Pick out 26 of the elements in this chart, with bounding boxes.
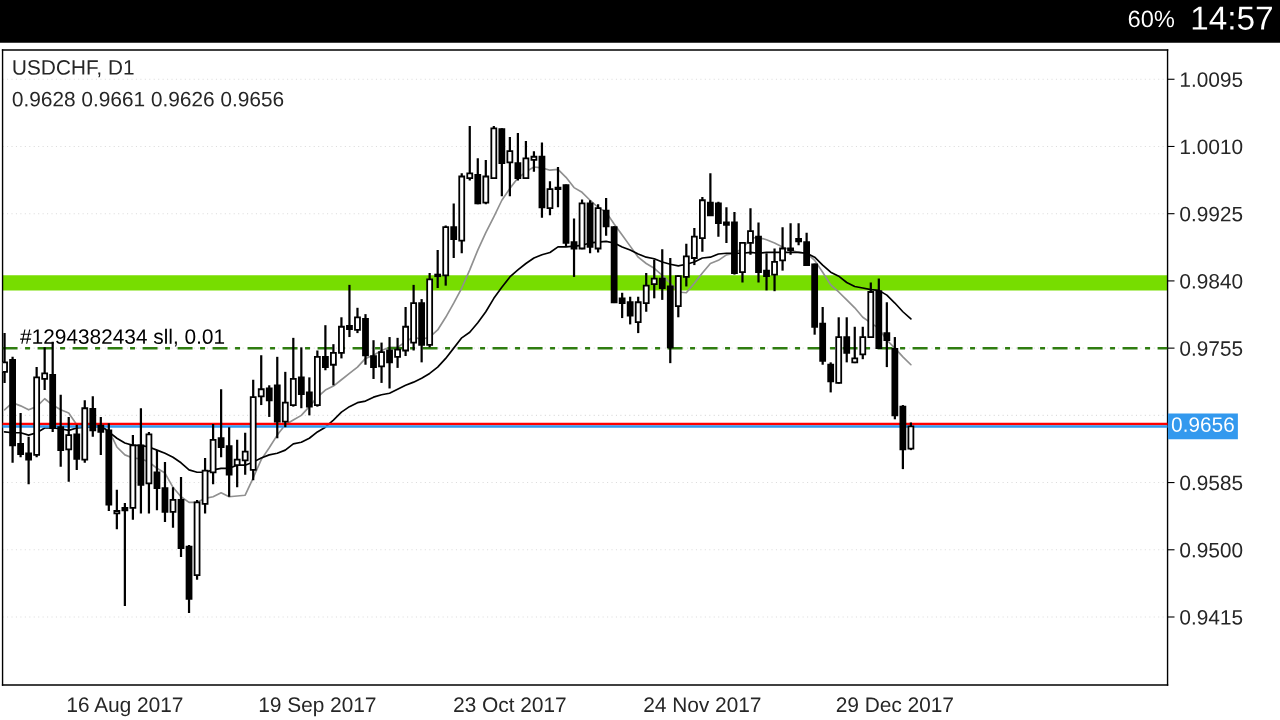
candlestick [522,139,530,181]
y-tick-label: 0.9840 [1180,273,1243,289]
candlestick [530,150,538,173]
candlestick [546,180,554,217]
y-tick-label: 0.9755 [1180,341,1243,356]
text: 0.9628 0.9661 0.9626 0.9656 [12,91,284,107]
candlestick [554,165,562,209]
candlestick [161,460,169,524]
y-tick-label: 1.0010 [1180,139,1243,155]
candlestick [851,325,859,365]
text: 60% [1128,10,1175,28]
y-tick-label: 0.9925 [1180,206,1243,222]
x-tick-label: 23 Oct 2017 [454,697,566,713]
x-tick-label: 29 Dec 2017 [836,697,953,713]
ref-line-label: 0.9656 [1171,417,1234,433]
chart-title: USDCHF, D1 [13,60,134,78]
x-tick-label: 16 Aug 2017 [67,697,183,717]
candlestick [169,486,177,529]
y-tick-label: 0.9500 [1180,542,1243,558]
x-tick-label: 19 Sep 2017 [259,697,376,717]
y-tick-label: 0.9415 [1180,609,1243,625]
text: 14:57 [1192,6,1272,30]
x-tick-label: 24 Nov 2017 [644,697,761,713]
y-tick-label: 0.9585 [1180,475,1243,491]
y-tick-label: 1.0095 [1180,72,1243,88]
ref-line-label: #1294382434 sll, 0.01 [20,328,225,347]
